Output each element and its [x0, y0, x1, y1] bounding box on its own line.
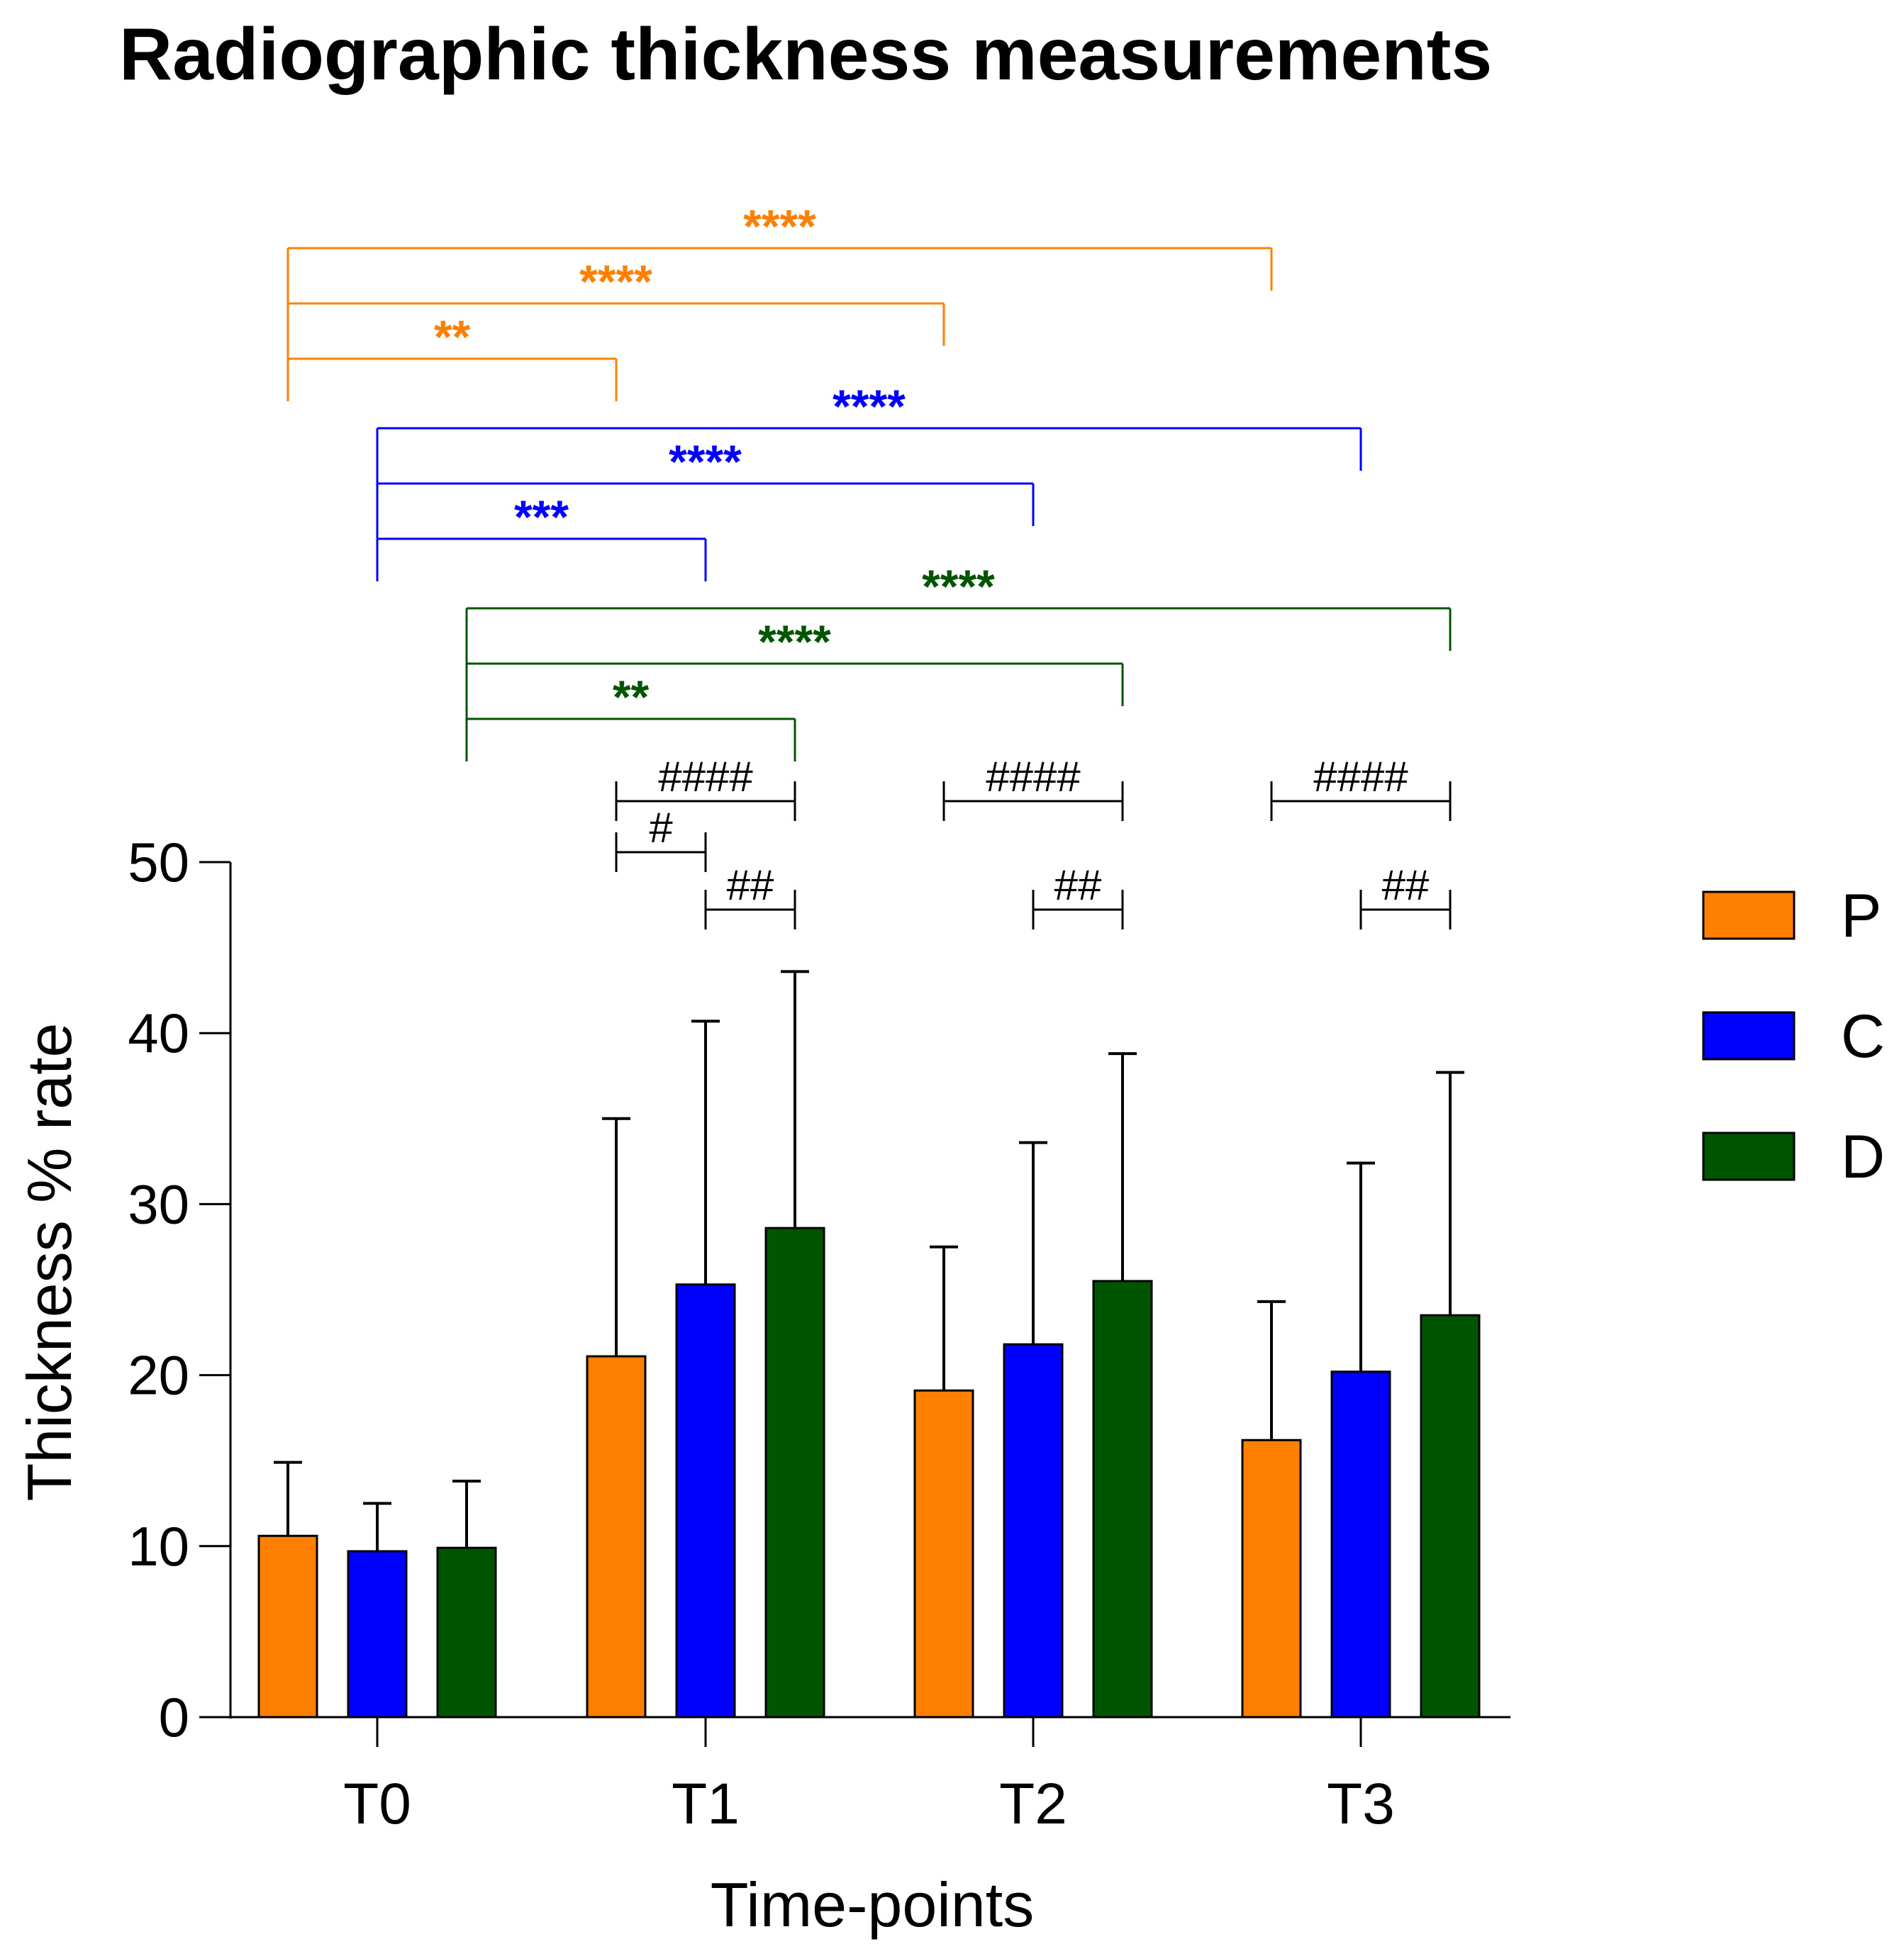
- bar-P-T3: [1241, 1439, 1302, 1719]
- bar-C-T3: [1330, 1370, 1391, 1719]
- group-comparison-label: ####: [658, 753, 753, 800]
- error-bars: [274, 970, 1464, 1552]
- y-tick-label: 10: [128, 1515, 189, 1577]
- significance-label: ****: [758, 615, 831, 668]
- bar-D-T1: [764, 1227, 825, 1719]
- axes: 0 10 20 30 40 50 T0 T1 T2 T3: [128, 831, 1510, 1836]
- significance-brackets: *******************************: [286, 200, 1452, 761]
- bar-D-T0: [436, 1546, 497, 1719]
- bar-D-T3: [1420, 1314, 1481, 1719]
- legend-label-C: C: [1841, 1002, 1885, 1071]
- x-tick-label: T3: [1327, 1772, 1395, 1836]
- x-tick-label: T0: [343, 1772, 411, 1836]
- significance-label: ***: [514, 491, 569, 543]
- significance-label: ****: [669, 435, 742, 488]
- group-comparison-label: ##: [1382, 861, 1430, 909]
- significance-label: ****: [833, 380, 906, 432]
- bar-C-T2: [1003, 1343, 1064, 1719]
- significance-label: ****: [743, 200, 816, 252]
- significance-label: ****: [579, 255, 652, 308]
- x-tick-label: T1: [672, 1772, 740, 1836]
- significance-label: ****: [922, 560, 995, 613]
- chart-title: Radiographic thickness measurements: [119, 13, 1492, 96]
- x-axis-label: Time-points: [711, 1870, 1034, 1940]
- group-comparison-label: ####: [1313, 753, 1408, 800]
- bar-P-T2: [913, 1389, 974, 1719]
- legend-swatch-D: [1702, 1132, 1796, 1181]
- legend-label-P: P: [1841, 882, 1881, 950]
- significance-label: **: [434, 311, 471, 363]
- legend-label-D: D: [1841, 1123, 1885, 1191]
- group-comparison-label: ##: [1054, 861, 1102, 909]
- legend-swatch-P: [1702, 890, 1796, 940]
- significance-label: **: [613, 671, 650, 723]
- bar-P-T0: [257, 1534, 318, 1719]
- x-tick-label: T2: [999, 1772, 1067, 1836]
- bar-P-T1: [586, 1355, 647, 1719]
- y-tick-label: 30: [128, 1173, 189, 1235]
- legend: PCD: [1702, 882, 1885, 1191]
- group-comparison-label: ##: [727, 861, 774, 909]
- bar-C-T1: [675, 1283, 736, 1719]
- y-axis-label: Thickness % rate: [14, 1023, 84, 1502]
- bar-D-T2: [1092, 1280, 1153, 1719]
- group-comparison-label: ####: [986, 753, 1081, 800]
- y-tick-label: 0: [159, 1686, 189, 1748]
- y-tick-label: 50: [128, 831, 189, 893]
- group-comparison-label: #: [649, 804, 673, 851]
- bar-C-T0: [347, 1550, 408, 1719]
- legend-swatch-C: [1702, 1011, 1796, 1061]
- y-tick-label: 20: [128, 1344, 189, 1407]
- group-comparison-brackets: ###################: [615, 753, 1452, 929]
- bars: [257, 1227, 1481, 1719]
- y-tick-label: 40: [128, 1002, 189, 1064]
